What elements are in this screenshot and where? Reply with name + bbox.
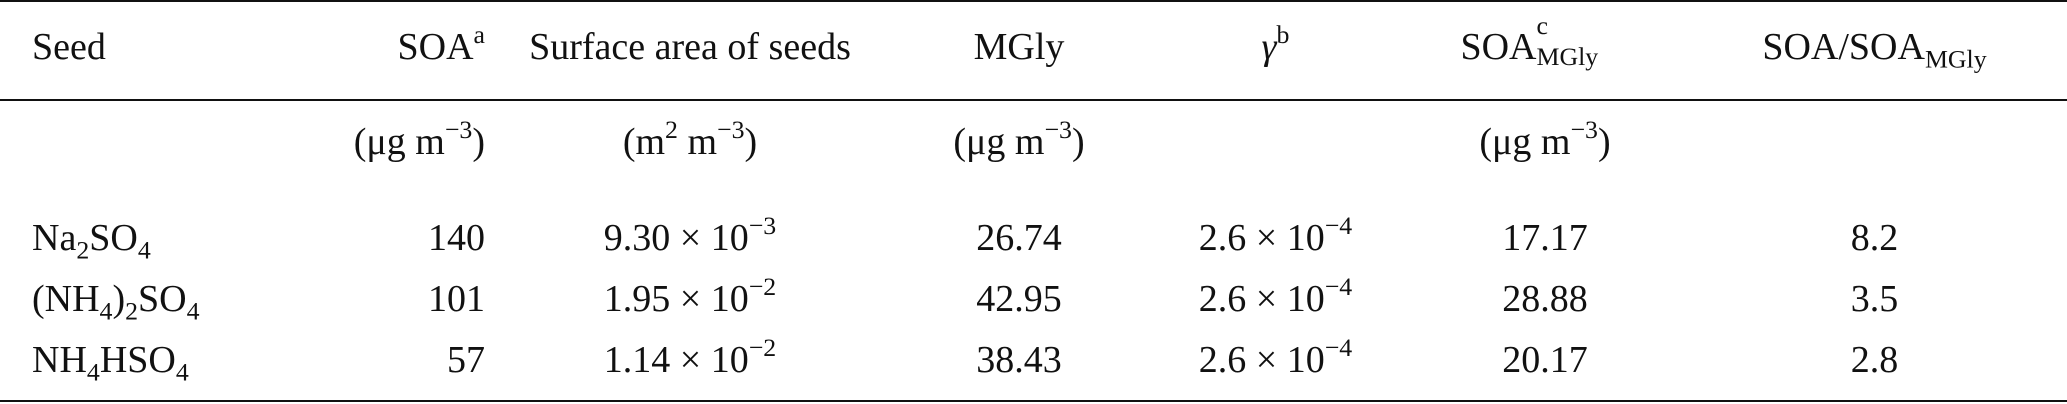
cell-surface-area: 1.14 × 10−2 <box>603 332 777 381</box>
cell-soa-mgly: 17.17 <box>1502 216 1588 259</box>
footnote-c-subscript: c MGly <box>1536 11 1599 72</box>
header-surface-area: Surface area of seeds <box>529 26 851 69</box>
header-row: Seed SOAa Surface area of seeds MGly γb … <box>0 0 2067 96</box>
footnote-b: b <box>1276 20 1290 50</box>
header-seed: Seed <box>32 26 106 69</box>
cell-mgly: 26.74 <box>976 216 1062 259</box>
cell-gamma: 2.6 × 10−4 <box>1198 210 1353 259</box>
cell-soa-mgly: 20.17 <box>1502 338 1588 381</box>
cell-seed: (NH4)2SO4 <box>32 277 200 325</box>
cell-surface-area: 9.30 × 10−3 <box>603 210 777 259</box>
table-row: Na2SO4 140 9.30 × 10−3 26.74 2.6 × 10−4 17.17… <box>0 208 2067 269</box>
table-row: (NH4)2SO4 101 1.95 × 10−2 42.95 2.6 × 10−4 28… <box>0 269 2067 330</box>
footnote-a: a <box>473 20 485 50</box>
cell-mgly: 42.95 <box>976 277 1062 320</box>
header-ratio: SOA/SOAMGly <box>1762 26 1987 74</box>
unit-surface-area: (m2 m−3) <box>622 115 758 164</box>
cell-seed: Na2SO4 <box>32 216 151 264</box>
header-gamma: γb <box>1261 20 1290 69</box>
header-soa-mgly: SOA c MGly <box>1408 0 1682 96</box>
bottom-rule <box>0 400 2067 402</box>
header-rule <box>0 99 2067 101</box>
unit-soa: (μg m−3) <box>353 115 485 164</box>
top-rule <box>0 0 2067 2</box>
header-soa: SOAa <box>397 20 486 69</box>
cell-surface-area: 1.95 × 10−2 <box>603 271 777 320</box>
header-mgly: MGly <box>973 26 1065 69</box>
cell-soa: 57 <box>447 338 485 381</box>
cell-mgly: 38.43 <box>976 338 1062 381</box>
cell-soa: 101 <box>428 277 485 320</box>
cell-seed: NH4HSO4 <box>32 338 189 386</box>
cell-gamma: 2.6 × 10−4 <box>1198 332 1353 381</box>
table-body: Na2SO4 140 9.30 × 10−3 26.74 2.6 × 10−4 17.17… <box>0 208 2067 391</box>
soa-seed-table: Seed SOAa Surface area of seeds MGly γb … <box>0 0 2067 391</box>
cell-ratio: 8.2 <box>1850 216 1899 259</box>
cell-soa: 140 <box>428 216 485 259</box>
cell-ratio: 2.8 <box>1850 338 1899 381</box>
cell-gamma: 2.6 × 10−4 <box>1198 271 1353 320</box>
cell-ratio: 3.5 <box>1850 277 1899 320</box>
cell-soa-mgly: 28.88 <box>1502 277 1588 320</box>
unit-soa-mgly: (μg m−3) <box>1479 115 1611 164</box>
table-row: NH4HSO4 57 1.14 × 10−2 38.43 2.6 × 10−4 20.17… <box>0 330 2067 391</box>
unit-row: (μg m−3) (m2 m−3) (μg m−3) (μg m−3) <box>0 96 2067 190</box>
unit-mgly: (μg m−3) <box>953 115 1085 164</box>
